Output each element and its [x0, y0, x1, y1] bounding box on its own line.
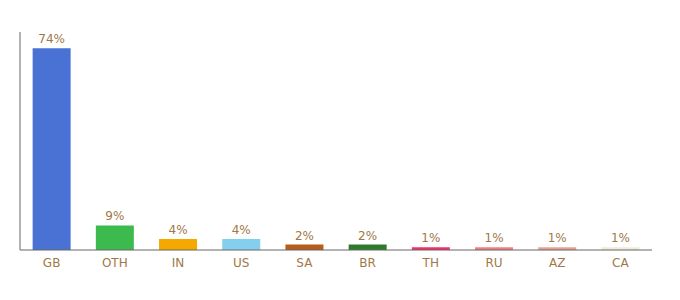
svg-text:BR: BR — [359, 256, 376, 270]
svg-text:2%: 2% — [295, 229, 314, 243]
svg-text:CA: CA — [612, 256, 629, 270]
svg-text:74%: 74% — [38, 32, 65, 46]
svg-text:SA: SA — [296, 256, 313, 270]
svg-text:TH: TH — [422, 256, 439, 270]
svg-text:US: US — [233, 256, 249, 270]
svg-text:4%: 4% — [169, 223, 188, 237]
svg-text:1%: 1% — [421, 231, 440, 245]
svg-text:1%: 1% — [485, 231, 504, 245]
svg-text:OTH: OTH — [102, 256, 128, 270]
svg-text:IN: IN — [172, 256, 185, 270]
svg-text:1%: 1% — [548, 231, 567, 245]
svg-text:4%: 4% — [232, 223, 251, 237]
svg-text:AZ: AZ — [549, 256, 565, 270]
svg-text:1%: 1% — [611, 231, 630, 245]
svg-text:9%: 9% — [105, 209, 124, 223]
svg-text:GB: GB — [43, 256, 61, 270]
svg-text:2%: 2% — [358, 229, 377, 243]
svg-text:RU: RU — [485, 256, 502, 270]
